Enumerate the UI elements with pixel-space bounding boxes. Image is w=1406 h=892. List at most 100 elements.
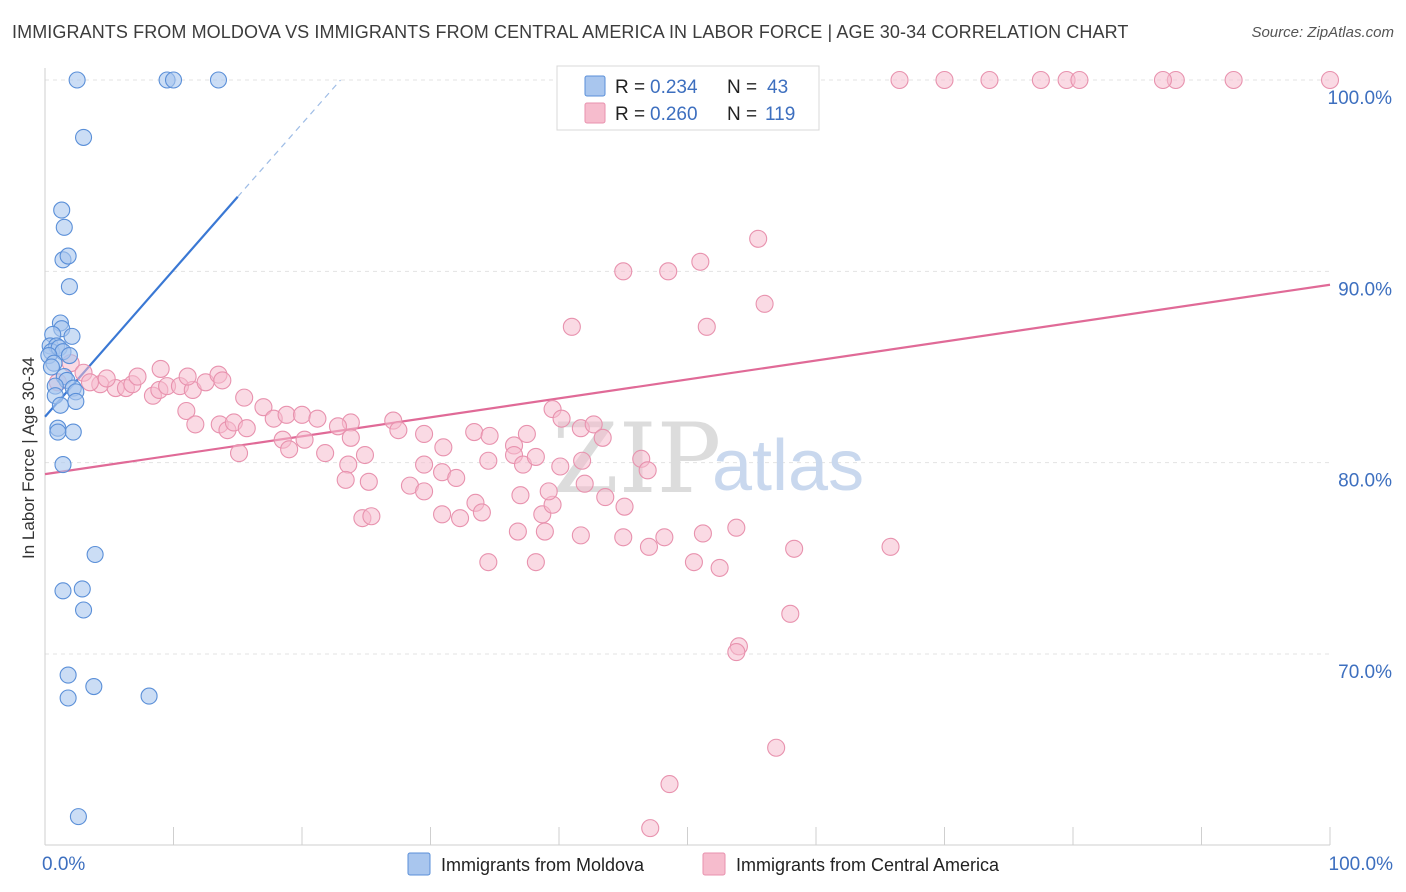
data-point-central-america — [186, 415, 205, 434]
data-point-central-america — [615, 497, 634, 516]
data-point-moldova — [64, 423, 82, 441]
data-point-central-america — [785, 539, 804, 558]
bottom-legend-label-blue: Immigrants from Moldova — [441, 855, 645, 875]
y-tick-label: 100.0% — [1328, 88, 1393, 109]
bottom-legend-swatch-pink — [702, 852, 726, 876]
legend-r-label-blue: R = — [615, 77, 645, 98]
data-point-central-america — [355, 445, 375, 465]
data-point-central-america — [935, 70, 954, 90]
data-point-central-america — [235, 388, 254, 407]
data-point-moldova — [86, 545, 104, 564]
trend-line-central-america — [44, 283, 1331, 476]
data-point-central-america — [451, 509, 470, 528]
data-point-central-america — [614, 262, 633, 281]
data-point-central-america — [316, 444, 335, 463]
data-point-moldova — [49, 423, 67, 441]
top-legend: R = 0.234 N = 43 R = 0.260 N = 119 — [556, 65, 820, 131]
data-point-central-america — [781, 604, 800, 623]
pink-points — [48, 70, 1340, 838]
x-tick-label: 100.0% — [1329, 854, 1394, 875]
data-point-central-america — [1224, 70, 1243, 90]
data-point-central-america — [697, 317, 716, 336]
data-point-central-america — [362, 507, 381, 526]
data-point-central-america — [308, 409, 327, 428]
data-point-central-america — [890, 70, 909, 90]
data-point-moldova — [69, 808, 87, 826]
data-point-central-america — [638, 461, 657, 480]
data-point-central-america — [511, 486, 530, 505]
data-point-central-america — [596, 488, 615, 507]
data-point-central-america — [573, 451, 592, 470]
data-point-moldova — [59, 247, 77, 265]
data-point-moldova — [68, 71, 86, 89]
legend-n-value-pink: 119 — [765, 104, 795, 125]
legend-swatch-blue — [584, 75, 606, 97]
data-point-central-america — [1320, 70, 1340, 90]
data-point-central-america — [552, 409, 571, 428]
x-tick-label: 0.0% — [42, 854, 85, 875]
data-point-central-america — [480, 426, 499, 445]
data-point-central-america — [151, 359, 170, 378]
data-point-moldova — [54, 456, 72, 474]
tick-label-layer: 70.0% 80.0% 90.0% 100.0% 0.0% 100.0% — [42, 88, 1393, 875]
data-point-central-america — [639, 537, 659, 556]
watermark-atlas: atlas — [712, 426, 864, 506]
data-point-central-america — [526, 553, 545, 572]
data-point-central-america — [341, 428, 360, 447]
data-point-central-america — [1153, 70, 1172, 90]
data-point-central-america — [517, 424, 536, 444]
data-point-moldova — [164, 71, 183, 89]
legend-n-label-pink: N = — [727, 104, 757, 125]
y-tick-label: 80.0% — [1338, 471, 1392, 492]
data-point-central-america — [254, 398, 273, 417]
bottom-legend: Immigrants from Moldova Immigrants from … — [407, 852, 1000, 876]
data-point-central-america — [415, 482, 434, 501]
trend-layer — [44, 79, 1331, 476]
data-point-moldova — [42, 358, 60, 376]
trend-line-moldova-extension — [237, 79, 342, 198]
data-point-central-america — [479, 451, 498, 470]
data-point-central-america — [881, 537, 900, 556]
data-point-moldova — [51, 396, 69, 414]
data-point-central-america — [593, 428, 612, 447]
data-point-central-america — [80, 373, 100, 392]
axes-layer — [44, 68, 1331, 846]
data-point-central-america — [213, 371, 232, 390]
data-point-central-america — [229, 444, 249, 463]
data-point-moldova — [60, 278, 78, 296]
data-point-central-america — [433, 505, 452, 524]
data-point-moldova — [73, 580, 91, 598]
data-point-central-america — [727, 518, 746, 537]
data-point-central-america — [526, 447, 545, 466]
data-point-central-america — [479, 553, 498, 572]
data-point-central-america — [389, 421, 408, 440]
legend-r-label-pink: R = — [615, 104, 645, 125]
data-point-central-america — [447, 468, 466, 488]
data-point-central-america — [339, 455, 358, 474]
bottom-legend-swatch-blue — [407, 852, 431, 876]
data-point-moldova — [60, 346, 78, 365]
data-point-moldova — [85, 677, 103, 696]
data-point-central-america — [539, 482, 558, 501]
y-tick-label: 70.0% — [1338, 662, 1392, 683]
data-point-moldova — [59, 666, 77, 684]
data-point-central-america — [614, 528, 633, 547]
legend-r-value-pink: 0.260 — [650, 104, 698, 125]
data-point-central-america — [641, 819, 660, 838]
data-point-central-america — [691, 252, 710, 271]
data-point-central-america — [178, 367, 197, 386]
data-point-moldova — [63, 327, 81, 345]
data-point-central-america — [584, 415, 603, 434]
data-point-central-america — [659, 262, 678, 281]
data-point-central-america — [727, 643, 746, 662]
data-point-central-america — [749, 229, 768, 248]
data-point-central-america — [177, 401, 196, 421]
data-point-moldova — [209, 71, 228, 89]
data-point-moldova — [59, 689, 77, 707]
bottom-legend-label-pink: Immigrants from Central America — [736, 855, 1000, 875]
chart-title: IMMIGRANTS FROM MOLDOVA VS IMMIGRANTS FR… — [12, 22, 1129, 42]
data-point-central-america — [336, 470, 355, 489]
data-point-central-america — [465, 423, 484, 442]
data-point-central-america — [1070, 70, 1089, 90]
chart-source: Source: ZipAtlas.com — [1251, 24, 1394, 41]
